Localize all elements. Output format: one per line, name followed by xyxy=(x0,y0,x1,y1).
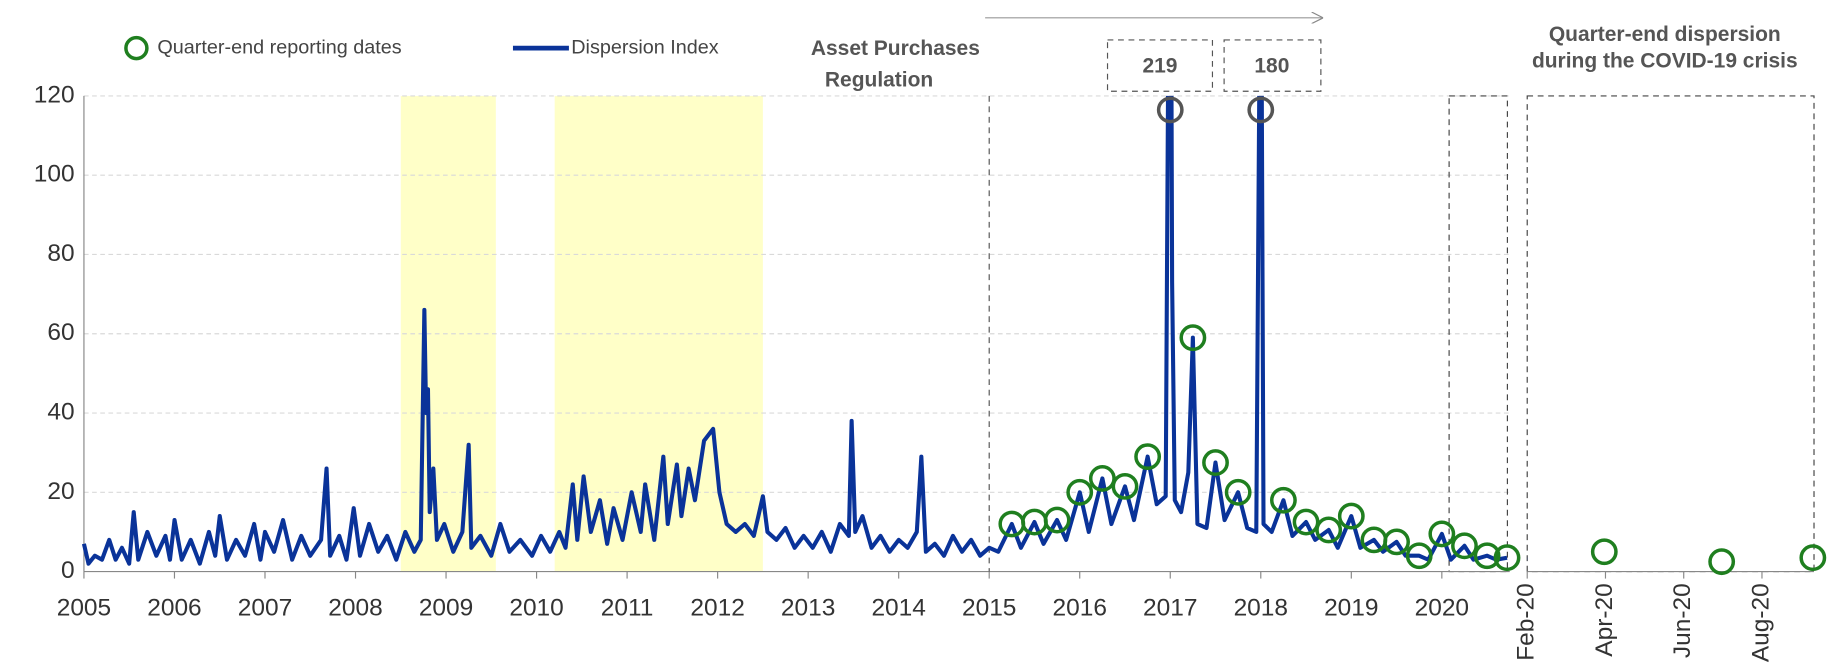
quarter-end-marker xyxy=(1708,548,1736,576)
x-tick-label: 2019 xyxy=(1324,594,1378,621)
label-box xyxy=(1106,39,1214,92)
quarter-end-marker xyxy=(1088,465,1116,492)
quarter-end-marker xyxy=(1473,542,1501,570)
x-tick-label: 2008 xyxy=(328,594,382,621)
quarter-end-marker xyxy=(1590,538,1618,566)
x-tick-label: Aug-20 xyxy=(1747,583,1774,662)
quarter-end-marker xyxy=(1292,508,1320,536)
annotation: Regulation xyxy=(825,68,933,91)
capped-value: 180 xyxy=(1254,54,1289,77)
quarter-end-marker xyxy=(1202,449,1229,476)
panel-title: Quarter-end dispersion xyxy=(1549,23,1781,46)
y-tick-label: 100 xyxy=(34,161,75,188)
quarter-end-marker xyxy=(1493,544,1521,572)
x-tick-label: 2010 xyxy=(509,594,563,621)
y-tick-label: 20 xyxy=(47,478,74,505)
x-tick-label: 2013 xyxy=(781,594,835,621)
x-tick-label: Apr-20 xyxy=(1591,583,1618,656)
x-tick-label: 2007 xyxy=(238,594,292,621)
quarter-end-marker xyxy=(1799,544,1827,572)
legend-marker xyxy=(124,35,149,61)
x-tick-label: 2014 xyxy=(871,594,925,621)
y-tick-label: 40 xyxy=(47,398,74,425)
x-tick-label: 2005 xyxy=(57,594,111,621)
quarter-end-marker xyxy=(1066,478,1094,506)
y-tick-label: 0 xyxy=(61,557,75,584)
quarter-end-marker xyxy=(1383,528,1410,556)
x-tick-label: 2016 xyxy=(1053,594,1107,621)
series-line xyxy=(1526,557,1528,560)
x-tick-label: 2011 xyxy=(601,594,654,621)
y-tick-label: 120 xyxy=(34,81,75,108)
quarter-end-marker xyxy=(1247,96,1275,124)
quarter-end-marker xyxy=(1224,478,1252,506)
zoom-box xyxy=(1448,95,1508,573)
quarter-end-marker xyxy=(1134,443,1162,471)
series-line xyxy=(81,95,1508,566)
x-tick-label: 2006 xyxy=(147,594,201,621)
capped-value: 219 xyxy=(1142,54,1177,77)
x-tick-label: 2015 xyxy=(962,594,1016,621)
x-tick-label: Jun-20 xyxy=(1669,583,1696,658)
legend-label: Dispersion Index xyxy=(571,36,719,58)
quarter-end-marker xyxy=(1156,96,1184,124)
quarter-end-marker xyxy=(1043,506,1071,534)
x-tick-label: 2020 xyxy=(1415,594,1469,621)
x-tick-label: Feb-20 xyxy=(1513,583,1540,661)
quarter-end-marker xyxy=(1179,324,1207,352)
annotation: Asset Purchases xyxy=(811,37,980,60)
y-tick-label: 60 xyxy=(47,319,74,346)
quarter-end-marker xyxy=(1451,532,1478,560)
quarter-end-marker xyxy=(1111,472,1139,500)
quarter-end-marker xyxy=(1315,516,1343,544)
quarter-end-marker xyxy=(1405,542,1433,570)
x-tick-label: 2018 xyxy=(1234,594,1288,621)
y-tick-label: 80 xyxy=(47,240,74,267)
x-tick-label: 2012 xyxy=(690,594,744,621)
quarter-end-marker xyxy=(1337,502,1365,530)
quarter-end-marker xyxy=(1270,486,1297,514)
x-tick-label: 2009 xyxy=(419,594,473,621)
x-tick-label: 2017 xyxy=(1143,594,1197,621)
quarter-end-marker xyxy=(1428,520,1456,548)
panel-box xyxy=(1526,95,1815,573)
panel-title: during the COVID-19 crisis xyxy=(1532,50,1798,73)
legend-label: Quarter-end reporting dates xyxy=(157,36,401,58)
shaded-range xyxy=(400,95,496,572)
